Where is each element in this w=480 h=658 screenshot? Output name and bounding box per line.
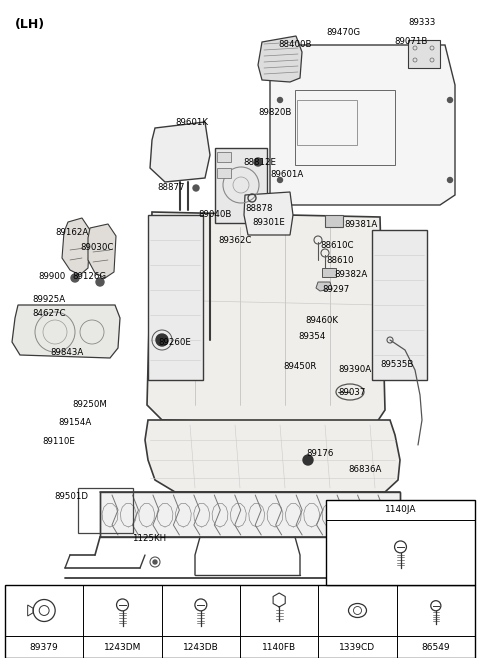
Text: 1243DM: 1243DM	[104, 642, 141, 651]
Polygon shape	[62, 218, 90, 275]
Text: 89601K: 89601K	[175, 118, 208, 127]
Polygon shape	[12, 305, 120, 358]
Text: 1140JA: 1140JA	[385, 505, 416, 515]
Circle shape	[254, 158, 262, 166]
Polygon shape	[244, 192, 293, 235]
Text: 89843A: 89843A	[50, 348, 83, 357]
Polygon shape	[147, 212, 385, 425]
Bar	[100, 492, 400, 537]
Text: 84627C: 84627C	[32, 309, 65, 318]
Text: 89390A: 89390A	[338, 365, 371, 374]
Text: 89382A: 89382A	[334, 270, 367, 279]
Text: 89900: 89900	[38, 272, 65, 281]
Text: 89362C: 89362C	[218, 236, 252, 245]
Text: 89820B: 89820B	[258, 108, 291, 117]
Text: 1243DB: 1243DB	[183, 642, 219, 651]
Text: 89501D: 89501D	[54, 492, 88, 501]
Text: 88877: 88877	[157, 183, 184, 192]
Bar	[326, 500, 475, 585]
Text: 89250M: 89250M	[72, 400, 107, 409]
Circle shape	[277, 97, 283, 103]
Text: 89381A: 89381A	[344, 220, 377, 229]
Bar	[372, 230, 427, 380]
Text: 89535B: 89535B	[380, 360, 413, 369]
Text: 89260E: 89260E	[158, 338, 191, 347]
Text: 89176: 89176	[306, 449, 334, 458]
Text: 1339CD: 1339CD	[339, 642, 375, 651]
Bar	[148, 215, 203, 380]
Bar	[325, 215, 343, 227]
Text: 89333: 89333	[408, 18, 435, 27]
Text: 86549: 86549	[421, 642, 450, 651]
Text: 89037: 89037	[338, 388, 365, 397]
Text: 86836A: 86836A	[348, 465, 382, 474]
Text: 89450R: 89450R	[283, 362, 316, 371]
Polygon shape	[316, 282, 332, 291]
Bar	[297, 100, 357, 145]
Text: 89030C: 89030C	[80, 243, 113, 252]
Circle shape	[96, 278, 104, 286]
Bar	[215, 148, 267, 223]
Circle shape	[71, 274, 79, 282]
Bar	[5, 585, 475, 658]
Bar	[78, 488, 133, 533]
Text: 89297: 89297	[322, 285, 349, 294]
Text: 89470G: 89470G	[326, 28, 360, 37]
Text: 88812E: 88812E	[243, 158, 276, 167]
Text: 89301E: 89301E	[252, 218, 285, 227]
Polygon shape	[150, 122, 210, 182]
Bar	[408, 40, 440, 68]
Circle shape	[447, 178, 453, 182]
Circle shape	[156, 334, 168, 346]
Text: 88610C: 88610C	[320, 241, 353, 250]
Text: 89110E: 89110E	[42, 437, 75, 446]
Circle shape	[193, 185, 199, 191]
Polygon shape	[88, 224, 116, 278]
Bar	[295, 90, 395, 165]
Text: 89925A: 89925A	[32, 295, 65, 304]
Text: 89162A: 89162A	[55, 228, 88, 237]
Text: 89354: 89354	[298, 332, 325, 341]
Bar	[217, 168, 231, 178]
Circle shape	[303, 455, 313, 465]
Circle shape	[153, 560, 157, 564]
Text: 89601A: 89601A	[270, 170, 303, 179]
Polygon shape	[258, 36, 302, 82]
Text: 89154A: 89154A	[58, 418, 91, 427]
Text: 1140FB: 1140FB	[262, 642, 296, 651]
Polygon shape	[145, 420, 400, 492]
Text: 88400B: 88400B	[278, 40, 312, 49]
Bar	[217, 152, 231, 162]
Text: 88610: 88610	[326, 256, 353, 265]
Text: 89126G: 89126G	[72, 272, 106, 281]
Text: (LH): (LH)	[15, 18, 45, 31]
Text: 88878: 88878	[245, 204, 273, 213]
Bar	[322, 268, 336, 277]
Text: 89379: 89379	[30, 642, 59, 651]
Circle shape	[447, 97, 453, 103]
Text: 89071B: 89071B	[394, 37, 427, 46]
Circle shape	[277, 178, 283, 182]
Text: 1125KH: 1125KH	[132, 534, 166, 543]
Text: 89040B: 89040B	[198, 210, 231, 219]
Polygon shape	[270, 45, 455, 205]
Text: 89460K: 89460K	[305, 316, 338, 325]
